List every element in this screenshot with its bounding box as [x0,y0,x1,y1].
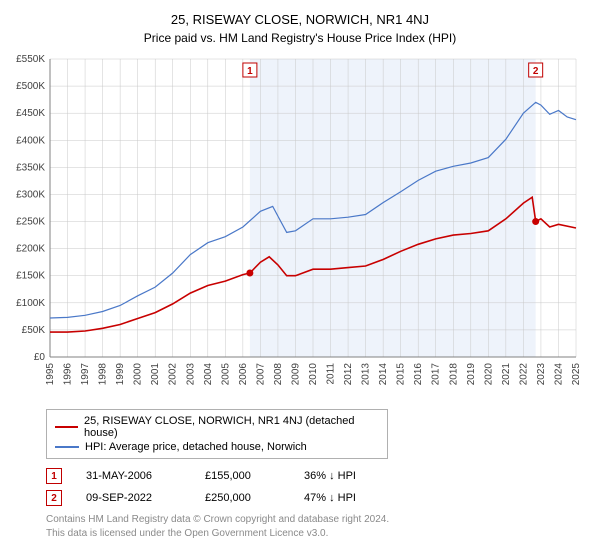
chart-subtitle: Price paid vs. HM Land Registry's House … [12,31,588,45]
svg-text:2024: 2024 [553,363,564,386]
svg-text:£200K: £200K [16,244,45,255]
svg-text:2006: 2006 [238,363,249,386]
attribution-line: This data is licensed under the Open Gov… [46,527,588,541]
legend-label: HPI: Average price, detached house, Norw… [85,441,307,453]
svg-text:£350K: £350K [16,162,45,173]
svg-text:2000: 2000 [133,363,144,386]
svg-text:2008: 2008 [273,363,284,386]
svg-text:2012: 2012 [343,363,354,386]
sale-pct-vs-hpi: 36% ↓ HPI [304,470,356,482]
svg-text:2007: 2007 [255,363,266,386]
svg-text:2004: 2004 [203,363,214,386]
svg-text:1997: 1997 [80,363,91,386]
svg-text:2003: 2003 [185,363,196,386]
svg-text:£450K: £450K [16,108,45,119]
svg-text:2016: 2016 [413,363,424,386]
sale-date: 09-SEP-2022 [86,492,181,504]
svg-text:£500K: £500K [16,81,45,92]
legend-swatch [55,426,78,428]
svg-text:£550K: £550K [16,54,45,65]
svg-text:2019: 2019 [466,363,477,386]
svg-text:2: 2 [533,66,539,77]
svg-text:2018: 2018 [448,363,459,386]
svg-text:2015: 2015 [396,363,407,386]
svg-text:1995: 1995 [45,363,56,386]
svg-text:2009: 2009 [290,363,301,386]
legend-box: 25, RISEWAY CLOSE, NORWICH, NR1 4NJ (det… [46,409,388,459]
svg-text:1998: 1998 [98,363,109,386]
sales-list: 1 31-MAY-2006 £155,000 36% ↓ HPI 2 09-SE… [46,465,588,509]
legend-swatch [55,446,79,448]
svg-text:2017: 2017 [431,363,442,386]
chart-title: 25, RISEWAY CLOSE, NORWICH, NR1 4NJ [12,12,588,27]
svg-text:2010: 2010 [308,363,319,386]
svg-text:2014: 2014 [378,363,389,386]
svg-text:2020: 2020 [483,363,494,386]
svg-text:2002: 2002 [168,363,179,386]
legend-item: 25, RISEWAY CLOSE, NORWICH, NR1 4NJ (det… [55,414,379,440]
svg-text:£50K: £50K [22,325,46,336]
svg-text:1: 1 [247,66,253,77]
sale-price: £250,000 [205,492,280,504]
sale-row: 1 31-MAY-2006 £155,000 36% ↓ HPI [46,465,588,487]
sale-price: £155,000 [205,470,280,482]
svg-text:1999: 1999 [115,363,126,386]
attribution: Contains HM Land Registry data © Crown c… [46,513,588,540]
sale-date: 31-MAY-2006 [86,470,181,482]
svg-text:2001: 2001 [150,363,161,386]
svg-text:£300K: £300K [16,189,45,200]
sale-pct-vs-hpi: 47% ↓ HPI [304,492,356,504]
svg-text:£400K: £400K [16,135,45,146]
attribution-line: Contains HM Land Registry data © Crown c… [46,513,588,527]
svg-text:£250K: £250K [16,217,45,228]
svg-text:2022: 2022 [518,363,529,386]
svg-text:2023: 2023 [536,363,547,386]
svg-text:2025: 2025 [571,363,582,386]
svg-text:£150K: £150K [16,271,45,282]
svg-text:2005: 2005 [220,363,231,386]
svg-text:2013: 2013 [361,363,372,386]
legend-label: 25, RISEWAY CLOSE, NORWICH, NR1 4NJ (det… [84,415,379,439]
sale-marker-icon: 2 [46,490,62,506]
svg-text:2011: 2011 [326,363,337,385]
svg-text:2021: 2021 [501,363,512,386]
svg-text:£100K: £100K [16,298,45,309]
chart-area: £0 £50K £100K £150K £200K £250K £300K £350K £400… [12,53,588,403]
sale-row: 2 09-SEP-2022 £250,000 47% ↓ HPI [46,487,588,509]
line-chart-svg: £0 £50K £100K £150K £200K £250K £300K £350K £400… [12,53,588,403]
svg-text:£0: £0 [34,352,46,363]
legend-item: HPI: Average price, detached house, Norw… [55,440,379,454]
svg-text:1996: 1996 [63,363,74,386]
sale-marker-icon: 1 [46,468,62,484]
